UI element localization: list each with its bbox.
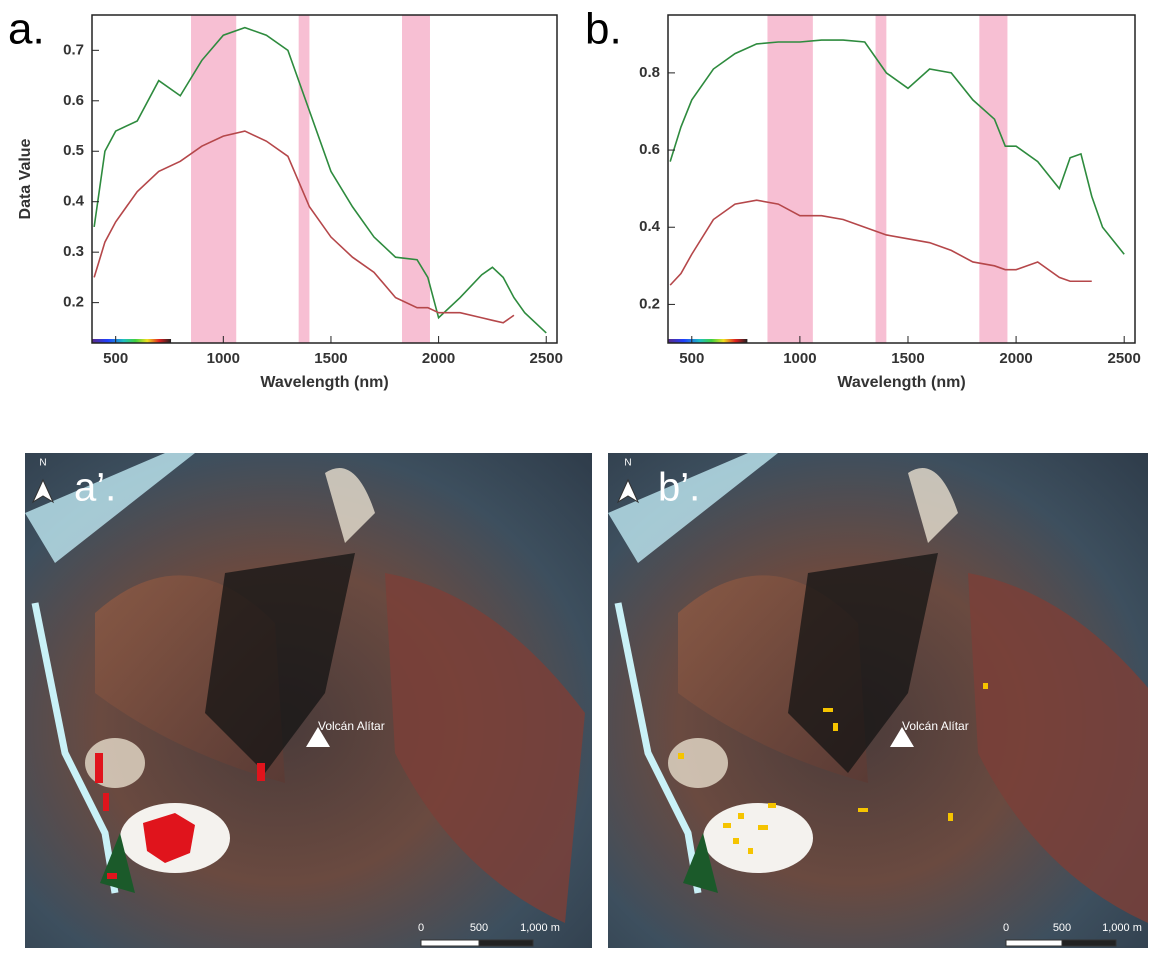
y-tick-label: 0.8	[639, 64, 660, 81]
map-label: a’.	[74, 466, 116, 510]
y-axis-label: Data Value	[17, 138, 34, 219]
volcano-marker	[306, 727, 330, 747]
plot-frame	[91, 14, 558, 344]
absorption-band	[402, 15, 430, 343]
scale-bar	[478, 939, 534, 947]
y-tick-label: 0.3	[63, 243, 84, 260]
scale-bar	[420, 939, 480, 947]
spectrum-line	[669, 39, 1125, 255]
y-tick-label: 0.6	[639, 141, 660, 158]
volcano-marker	[890, 727, 914, 747]
x-tick-label: 1500	[891, 350, 924, 367]
map-label: b’.	[658, 466, 700, 510]
map-panel-a: N a’. Volcán Alítar 0 500 1,000 m	[25, 453, 592, 948]
x-tick-label: 1500	[314, 350, 347, 367]
spectrum-bar	[668, 339, 748, 343]
place-label: Volcán Alítar	[902, 719, 969, 733]
detections	[678, 683, 988, 854]
x-axis-label: Wavelength (nm)	[837, 374, 965, 391]
map-image	[25, 453, 592, 948]
x-tick-label: 500	[679, 350, 704, 367]
scale-label: 500	[1053, 922, 1071, 934]
scale-label: 0	[418, 922, 424, 934]
y-tick-label: 0.4	[639, 218, 661, 235]
chart: 500 1000 1500 2000 2500 0.2 0.4 0.6 0.8 Wavelengt…	[585, 5, 1141, 392]
panel-label: a.	[8, 5, 45, 54]
spectrum-line	[669, 199, 1092, 286]
scale-label: 1,000 m	[1102, 922, 1142, 934]
absorption-band	[979, 15, 1008, 343]
absorption-band	[298, 15, 310, 343]
scale-label: 500	[470, 922, 488, 934]
absorption-band	[767, 15, 813, 343]
y-tick-label: 0.7	[63, 41, 84, 58]
x-tick-label: 1000	[207, 350, 240, 367]
north-label: N	[624, 458, 631, 469]
scale-label: 0	[1003, 922, 1009, 934]
x-tick-label: 2500	[1108, 350, 1141, 367]
scale-label: 1,000 m	[520, 922, 560, 934]
detections	[95, 753, 265, 879]
x-tick-label: 1000	[783, 350, 816, 367]
scale-bar	[1005, 939, 1063, 947]
scale-bar	[1061, 939, 1117, 947]
place-label: Volcán Alítar	[318, 719, 385, 733]
spectrum-bar	[92, 339, 172, 343]
x-tick-label: 2000	[999, 350, 1032, 367]
absorption-band	[191, 15, 237, 343]
x-tick-label: 2500	[530, 350, 563, 367]
x-tick-label: 2000	[422, 350, 455, 367]
north-arrow	[616, 478, 640, 504]
y-tick-label: 0.4	[63, 193, 85, 210]
y-tick-label: 0.5	[63, 142, 84, 159]
y-tick-label: 0.6	[63, 92, 84, 109]
spectrum-line	[93, 26, 547, 334]
north-arrow	[31, 478, 55, 504]
north-label: N	[39, 458, 46, 469]
y-tick-label: 0.2	[639, 295, 660, 312]
plot-area	[668, 15, 1135, 343]
x-tick-label: 500	[103, 350, 128, 367]
plot-frame	[667, 14, 1136, 344]
x-axis-label: Wavelength (nm)	[260, 374, 388, 391]
y-tick-label: 0.2	[63, 294, 84, 311]
plot-area	[92, 15, 557, 343]
panel-label: b.	[585, 5, 622, 54]
map-image	[608, 453, 1151, 948]
absorption-band	[875, 15, 887, 343]
map-panel-b: N b’. Volcán Alítar 0 500 1,000 m	[608, 453, 1151, 948]
spectrum-line	[93, 130, 515, 324]
chart: 500 1000 1500 2000 2500 0.2 0.3 0.4 0.5 0.6 0.7 Wav…	[8, 5, 563, 392]
